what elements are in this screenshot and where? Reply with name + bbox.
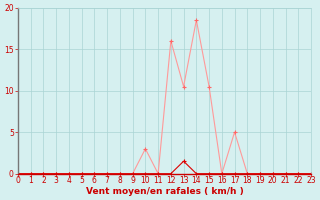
X-axis label: Vent moyen/en rafales ( km/h ): Vent moyen/en rafales ( km/h ) (86, 187, 244, 196)
